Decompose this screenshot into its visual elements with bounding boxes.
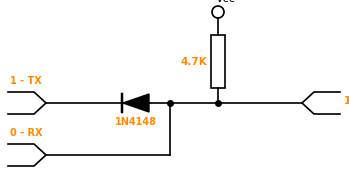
- Text: 0 - RX: 0 - RX: [10, 128, 43, 138]
- Text: Vcc: Vcc: [216, 0, 236, 4]
- FancyBboxPatch shape: [211, 35, 225, 88]
- Polygon shape: [123, 94, 149, 112]
- Text: 1N4148: 1N4148: [115, 117, 157, 127]
- Text: 4.7K: 4.7K: [180, 56, 207, 66]
- Text: 1 - TX: 1 - TX: [10, 76, 42, 86]
- Text: 1-Wire Bus: 1-Wire Bus: [344, 96, 349, 106]
